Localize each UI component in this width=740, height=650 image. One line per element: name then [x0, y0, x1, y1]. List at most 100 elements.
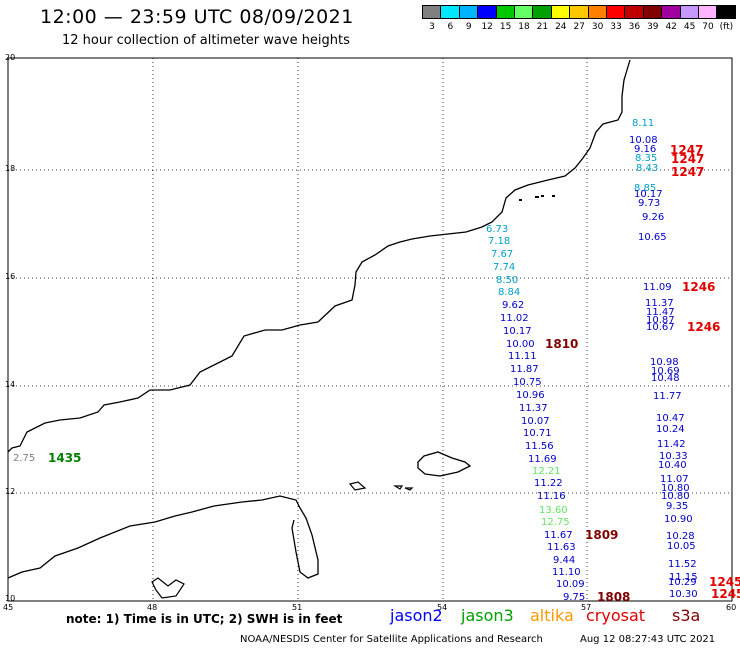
- wave-height-label: 9.26: [642, 212, 665, 223]
- pass-time-label: 1247: [671, 152, 705, 166]
- wave-height-label: 9.35: [666, 501, 689, 512]
- wave-height-label: 2.75: [13, 453, 36, 464]
- sat-altika: altika: [530, 606, 574, 625]
- island-small-1: [348, 481, 367, 491]
- wave-height-label: 10.08: [629, 135, 658, 146]
- wave-height-label: 10.40: [658, 460, 687, 471]
- x-tick-48: 48: [147, 603, 158, 612]
- wave-height-label: 11.22: [534, 478, 563, 489]
- wave-height-label: 10.09: [556, 579, 585, 590]
- y-tick-18: 18: [5, 164, 16, 173]
- island-small-3: [404, 487, 414, 491]
- legend-label: 21: [536, 22, 549, 32]
- wave-height-label: 8.43: [636, 163, 659, 174]
- wave-height-label: 10.67: [646, 322, 675, 333]
- sat-s3a: s3a: [672, 606, 701, 625]
- legend-label: 39: [647, 22, 659, 32]
- wave-height-label: 9.16: [634, 144, 657, 155]
- legend-label: 12: [481, 22, 493, 32]
- wave-height-label: 8.84: [498, 287, 521, 298]
- map-frame: [7, 57, 733, 602]
- wave-height-label: 11.37: [645, 298, 674, 309]
- legend-label: 70: [702, 22, 714, 32]
- legend-label: 18: [518, 22, 530, 32]
- wave-height-label: 11.16: [537, 491, 566, 502]
- wave-height-label: 10.96: [516, 390, 545, 401]
- island-dots: [519, 195, 555, 201]
- coastline-south: [7, 495, 319, 579]
- wave-height-label: 9.44: [553, 555, 576, 566]
- pass-time-label: 1808: [597, 590, 631, 604]
- wave-height-label: 10.17: [634, 189, 663, 200]
- wave-height-label: 10.98: [650, 357, 679, 368]
- wave-height-label: 13.60: [539, 505, 568, 516]
- x-tick-51: 51: [292, 603, 303, 612]
- wave-height-label: 7.67: [491, 249, 514, 260]
- x-tick-60: 60: [726, 603, 737, 612]
- wave-height-label: 9.62: [502, 300, 525, 311]
- legend-label: 36: [628, 22, 641, 32]
- sat-jason2: jason2: [390, 606, 443, 625]
- wave-height-label: 10.71: [523, 428, 552, 439]
- wave-height-label: 10.65: [638, 232, 667, 243]
- pass-time-label: 1245: [711, 587, 740, 601]
- wave-height-label: 11.67: [544, 530, 573, 541]
- sat-cryosat: cryosat: [586, 606, 646, 625]
- legend-label: 6: [447, 22, 454, 32]
- wave-height-label: 10.47: [656, 413, 685, 424]
- wave-height-label: 12.75: [541, 517, 570, 528]
- y-tick-20: 20: [5, 53, 16, 62]
- legend-label: 15: [499, 22, 512, 32]
- wave-height-label: 10.24: [656, 424, 685, 435]
- wave-height-label: 11.52: [668, 559, 697, 570]
- wave-height-label: 10.28: [666, 531, 695, 542]
- wave-height-label: 10.80: [661, 491, 690, 502]
- wave-height-label: 11.37: [519, 403, 548, 414]
- wave-height-label: 12.21: [532, 466, 561, 477]
- wave-height-label: 11.09: [643, 282, 672, 293]
- pass-time-label: 1246: [687, 320, 721, 334]
- wave-height-label: 9.73: [638, 198, 661, 209]
- pass-time-label: 1247: [671, 165, 705, 179]
- wave-height-label: 10.29: [668, 577, 697, 588]
- y-tick-10: 10: [5, 594, 16, 603]
- wave-height-label: 11.87: [510, 364, 539, 375]
- x-tick-54: 54: [437, 603, 448, 612]
- wave-height-label: 11.11: [508, 351, 537, 362]
- legend-label: 24: [555, 22, 567, 32]
- wave-height-label: 7.18: [488, 236, 511, 247]
- wave-height-label: 10.33: [659, 451, 688, 462]
- wave-height-label: 6.73: [486, 224, 509, 235]
- wave-height-label: 11.56: [525, 441, 554, 452]
- wave-height-label: 10.90: [664, 514, 693, 525]
- wave-height-label: 11.10: [552, 567, 581, 578]
- wave-height-label: 10.00: [506, 339, 535, 350]
- coastline-north: [7, 59, 631, 453]
- legend-label: 27: [573, 22, 585, 32]
- legend-label: 33: [610, 22, 622, 32]
- y-tick-16: 16: [5, 272, 16, 281]
- footer-timestamp: Aug 12 08:27:43 UTC 2021: [580, 634, 716, 645]
- wave-height-label: 11.07: [660, 474, 689, 485]
- wave-height-label: 10.17: [503, 326, 532, 337]
- wave-height-label: 9.75: [563, 592, 586, 603]
- sat-jason3: jason3: [461, 606, 514, 625]
- x-tick-45: 45: [3, 603, 14, 612]
- wave-height-label: 10.30: [669, 589, 698, 600]
- map-subtitle: 12 hour collection of altimeter wave hei…: [62, 33, 350, 48]
- legend-label: 3: [429, 22, 435, 32]
- wave-height-label: 10.80: [661, 483, 690, 494]
- legend-label: 42: [665, 22, 677, 32]
- pass-time-label: 1810: [545, 337, 579, 351]
- wave-height-label: 11.15: [669, 572, 698, 583]
- pass-time-label: 1809: [585, 528, 619, 542]
- x-tick-57: 57: [581, 603, 592, 612]
- wave-height-label: 11.02: [500, 313, 529, 324]
- island-large: [417, 451, 472, 477]
- gridlines: [8, 58, 732, 601]
- wave-height-label: 8.85: [634, 183, 657, 194]
- wave-height-label: 8.11: [632, 118, 655, 129]
- island-cluster: [151, 577, 185, 599]
- pass-time-label: 1247: [670, 143, 704, 157]
